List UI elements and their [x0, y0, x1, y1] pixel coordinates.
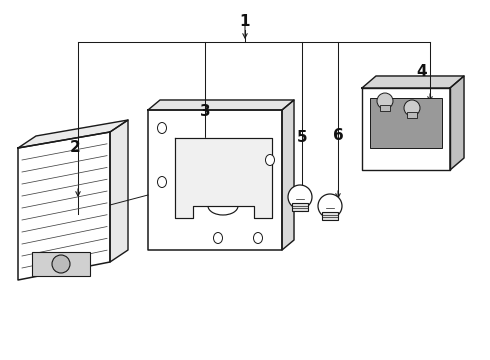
- Ellipse shape: [253, 233, 263, 243]
- Polygon shape: [110, 120, 128, 262]
- Text: 3: 3: [200, 104, 210, 120]
- Polygon shape: [175, 138, 272, 218]
- Polygon shape: [362, 76, 464, 88]
- Text: 1: 1: [240, 14, 250, 30]
- Polygon shape: [18, 120, 128, 148]
- Text: 6: 6: [333, 127, 343, 143]
- Circle shape: [404, 100, 420, 116]
- Bar: [32, 252, 90, 276]
- Bar: [292, 203, 308, 211]
- Bar: [322, 212, 338, 220]
- Ellipse shape: [157, 122, 167, 134]
- Bar: [407, 112, 417, 118]
- Circle shape: [318, 194, 342, 218]
- Circle shape: [52, 255, 70, 273]
- Polygon shape: [18, 132, 110, 280]
- Polygon shape: [148, 110, 282, 250]
- Text: 4: 4: [416, 64, 427, 80]
- Bar: [370, 98, 442, 148]
- Polygon shape: [450, 76, 464, 170]
- Polygon shape: [282, 100, 294, 250]
- Ellipse shape: [266, 154, 274, 166]
- Ellipse shape: [157, 176, 167, 188]
- Text: 2: 2: [70, 140, 80, 156]
- Polygon shape: [362, 88, 450, 170]
- Polygon shape: [148, 100, 294, 110]
- Bar: [380, 105, 390, 111]
- Text: 5: 5: [296, 130, 307, 145]
- Circle shape: [377, 93, 393, 109]
- Ellipse shape: [214, 233, 222, 243]
- Circle shape: [288, 185, 312, 209]
